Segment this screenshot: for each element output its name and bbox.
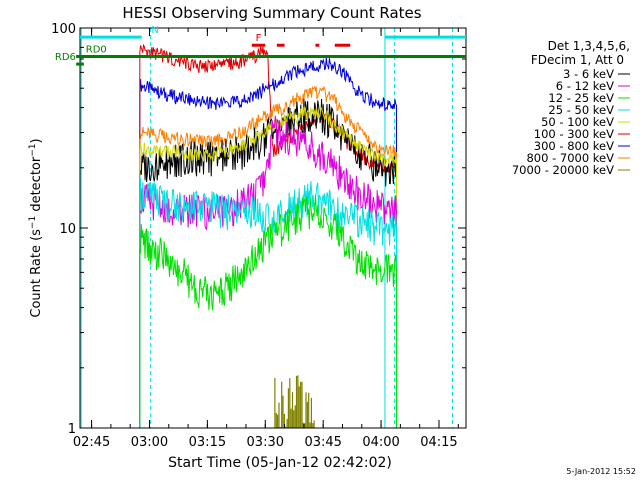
legend-header-line-1: Det 1,3,4,5,6, <box>548 39 630 53</box>
legend-label-6: 300 - 800 keV <box>534 139 614 153</box>
x-tick-label-3: 03:30 <box>247 435 284 450</box>
x-axis: 02:45 03:00 03:15 03:30 03:45 04:00 04:15 <box>73 28 459 450</box>
chart-title: HESSI Observing Summary Count Rates <box>122 4 421 22</box>
annotation-f: F <box>256 33 262 44</box>
series-line-800-7000keV <box>139 85 397 428</box>
series-line-25-50keV <box>139 175 397 428</box>
legend-label-7: 800 - 7000 keV <box>526 151 614 165</box>
series-line-50-100keV <box>139 105 397 428</box>
series-line-12-25keV <box>139 194 397 428</box>
x-tick-label-0: 02:45 <box>73 435 110 450</box>
legend-label-3: 25 - 50 keV <box>548 103 614 117</box>
y-tick-label-1: 10 <box>59 222 76 237</box>
legend-label-0: 3 - 6 keV <box>563 67 614 81</box>
legend-label-2: 12 - 25 keV <box>548 91 614 105</box>
y-tick-label-2: 100 <box>51 22 76 37</box>
legend-label-4: 50 - 100 keV <box>541 115 614 129</box>
series-line-6-12keV <box>139 115 397 428</box>
x-axis-label: Start Time (05-Jan-12 02:42:02) <box>168 455 392 471</box>
legend: Det 1,3,4,5,6, FDecim 1, Att 0 3 - 6 keV… <box>512 39 630 177</box>
x-tick-label-2: 03:15 <box>189 435 226 450</box>
annotation-rd6: RD6 <box>55 52 76 63</box>
annotation-n: N <box>151 25 158 36</box>
legend-label-5: 100 - 300 keV <box>534 127 614 141</box>
y-tick-label-0: 1 <box>68 422 76 437</box>
series-line-300-800keV <box>139 57 397 428</box>
y-axis-label-end: ) <box>29 138 44 143</box>
legend-label-1: 6 - 12 keV <box>556 79 614 93</box>
series-line-7000-20000keV <box>274 375 315 428</box>
y-axis-label-mid: detector <box>29 156 44 216</box>
x-tick-label-5: 04:00 <box>362 435 399 450</box>
x-tick-label-1: 03:00 <box>131 435 168 450</box>
y-axis-label: Count Rate (s−1 detector−1) <box>28 138 44 317</box>
y-axis-label-exp1: −1 <box>28 216 38 229</box>
annotation-rd0: RD0 <box>86 45 107 56</box>
x-tick-label-4: 03:45 <box>304 435 341 450</box>
legend-label-8: 7000 - 20000 keV <box>512 163 614 177</box>
y-axis-label-main: Count Rate (s <box>29 229 44 318</box>
y-axis-label-exp2: −1 <box>28 143 38 156</box>
x-tick-label-6: 04:15 <box>420 435 457 450</box>
legend-header-line-2: FDecim 1, Att 0 <box>531 53 624 67</box>
footer-date: 5-Jan-2012 15:52 <box>566 467 636 476</box>
